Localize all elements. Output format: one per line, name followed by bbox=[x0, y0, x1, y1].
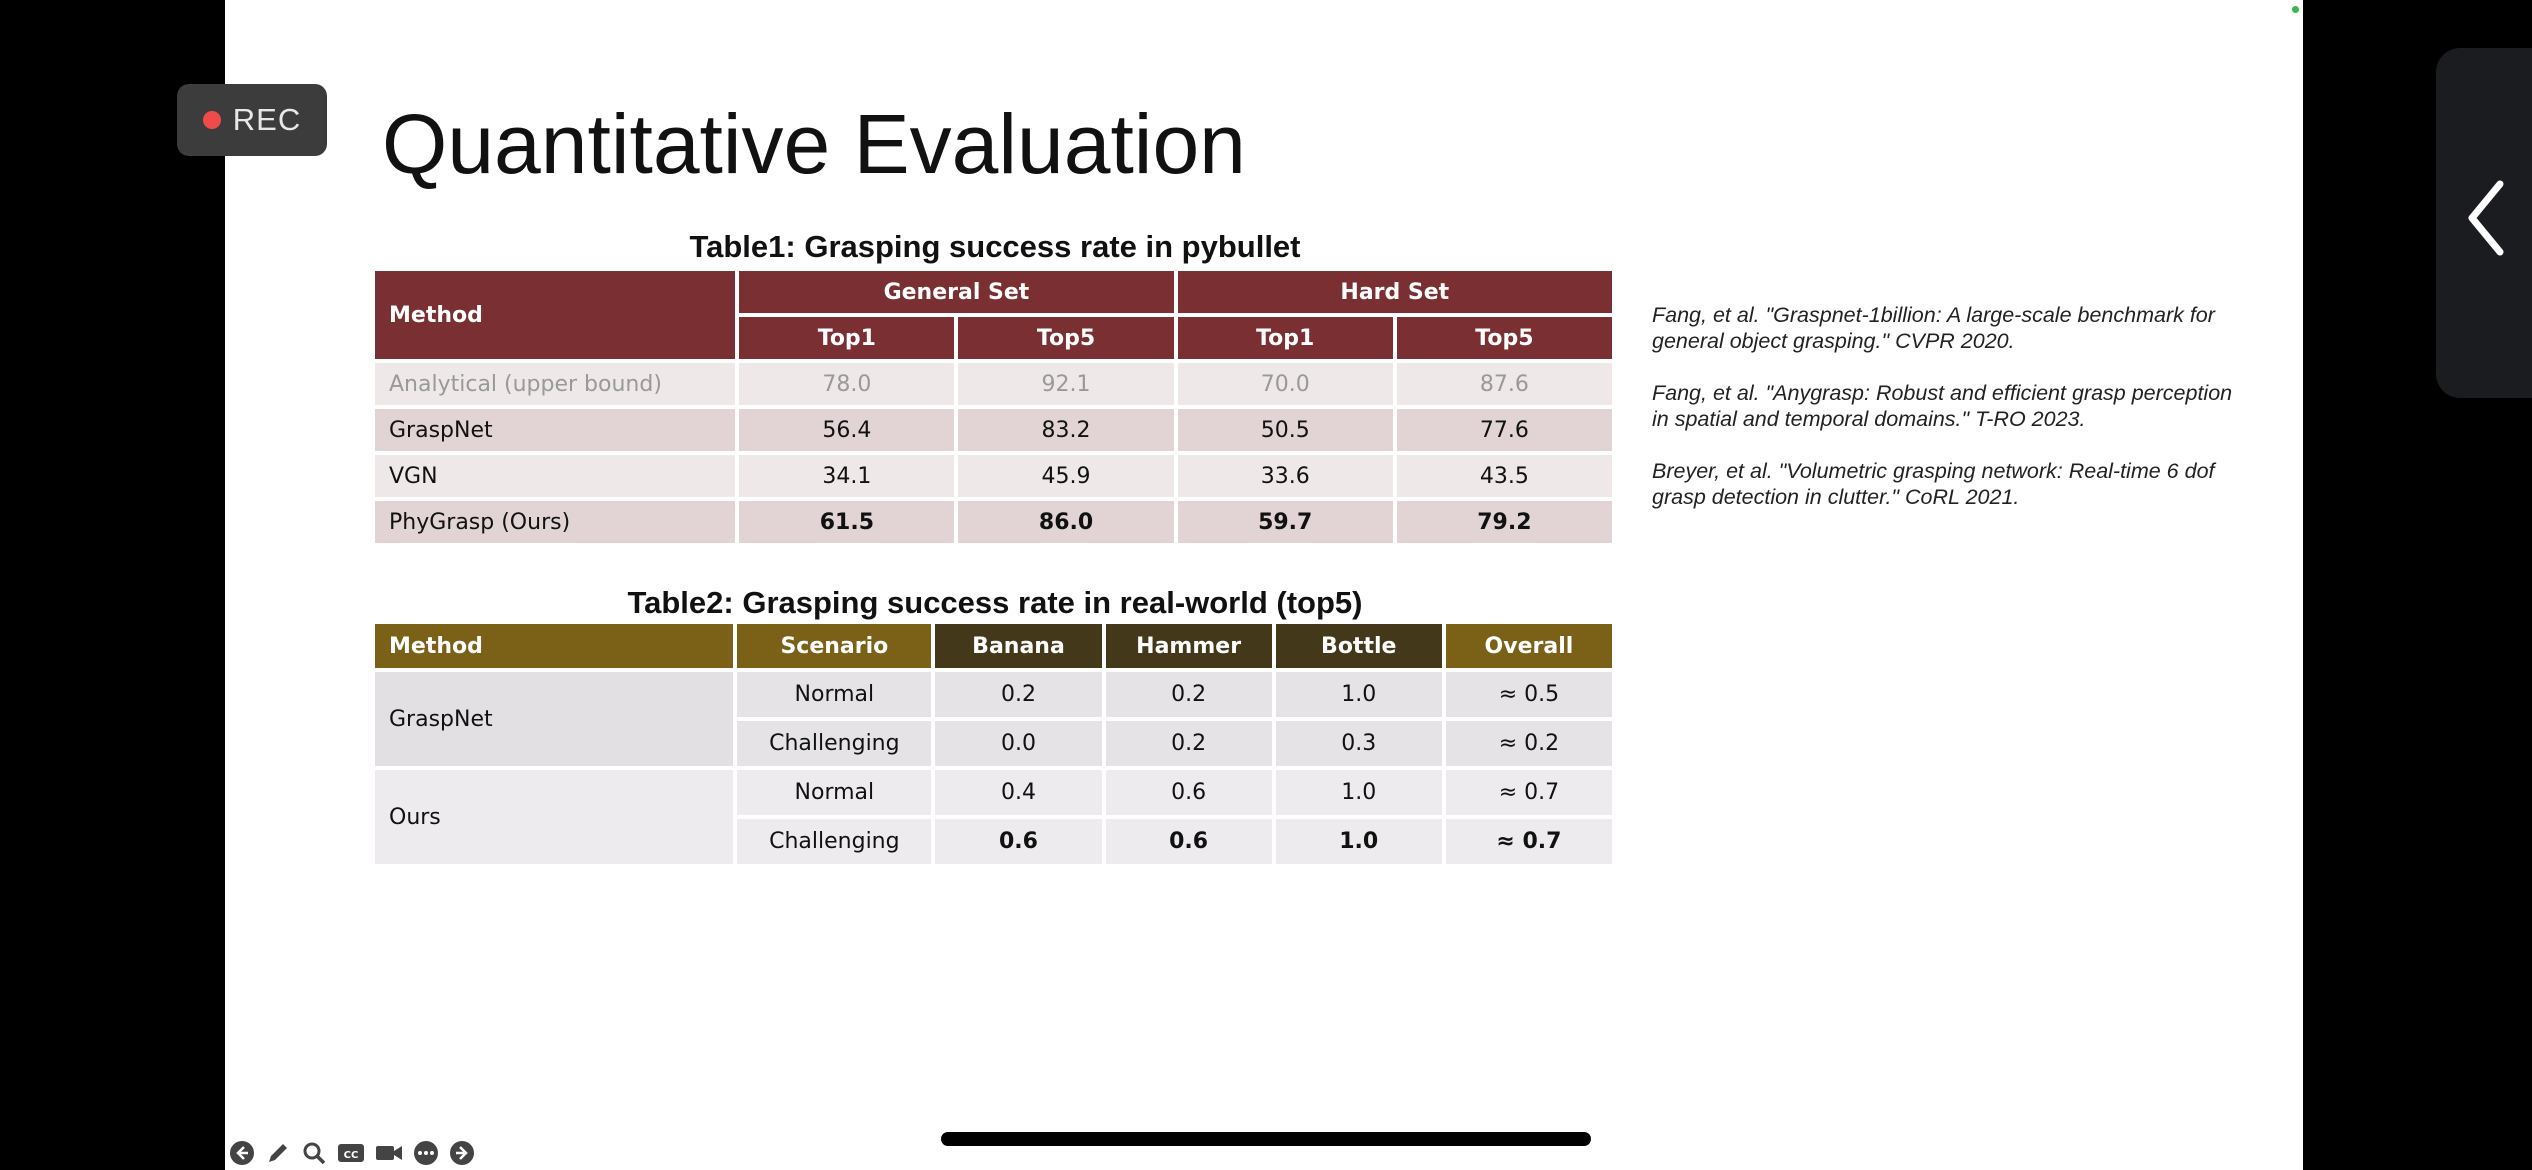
back-arrow-icon[interactable] bbox=[229, 1140, 255, 1166]
table-row: GraspNet Normal 0.2 0.2 1.0 ≈ 0.5 bbox=[375, 672, 1612, 766]
references: Fang, et al. "Graspnet-1billion: A large… bbox=[1652, 302, 2242, 536]
forward-arrow-icon[interactable] bbox=[449, 1140, 475, 1166]
table2: Method Scenario Banana Hammer Bottle Ove… bbox=[371, 620, 1616, 868]
pen-icon[interactable] bbox=[265, 1140, 291, 1166]
table2-scenario-cell: Challenging bbox=[737, 721, 932, 766]
table2-value-cell: 0.6 bbox=[1105, 819, 1272, 864]
table1-value-cell: 45.9 bbox=[958, 455, 1174, 497]
table2-value-cell: ≈ 0.2 bbox=[1445, 721, 1612, 766]
table1-method-cell: GraspNet bbox=[375, 409, 736, 451]
reference-item: Fang, et al. "Graspnet-1billion: A large… bbox=[1652, 303, 2215, 353]
table2-value-cell: 0.2 bbox=[1105, 672, 1272, 717]
svg-text:CC: CC bbox=[344, 1150, 359, 1161]
side-panel[interactable] bbox=[2436, 48, 2532, 398]
table1-subheader: Top5 bbox=[958, 317, 1174, 359]
table1: Method General Set Hard Set Top1 Top5 To… bbox=[371, 267, 1616, 547]
table1-value-cell: 92.1 bbox=[958, 363, 1174, 405]
table-row: Challenging 0.0 0.2 0.3 ≈ 0.2 bbox=[375, 721, 1612, 766]
table1-value-cell: 33.6 bbox=[1177, 455, 1393, 497]
table1-value-cell: 43.5 bbox=[1396, 455, 1612, 497]
table1-method-cell: VGN bbox=[375, 455, 736, 497]
table-row: PhyGrasp (Ours) 61.5 86.0 59.7 79.2 bbox=[375, 501, 1612, 543]
table1-subheader: Top5 bbox=[1396, 317, 1612, 359]
table2-caption: Table2: Grasping success rate in real-wo… bbox=[627, 585, 1363, 620]
record-dot-icon bbox=[202, 111, 221, 129]
table1-method-cell: PhyGrasp (Ours) bbox=[375, 501, 736, 543]
table2-scenario-cell: Normal bbox=[737, 770, 932, 815]
reference-item: Breyer, et al. "Volumetric grasping netw… bbox=[1652, 459, 2215, 509]
table2-overall-header: Overall bbox=[1445, 624, 1612, 668]
camera-indicator-dot bbox=[2292, 6, 2299, 13]
table2-scenario-header: Scenario bbox=[737, 624, 932, 668]
table1-value-cell: 34.1 bbox=[739, 455, 955, 497]
home-indicator[interactable] bbox=[941, 1132, 1591, 1146]
table-row: Analytical (upper bound) 78.0 92.1 70.0 … bbox=[375, 363, 1612, 405]
table2-method-cell: GraspNet bbox=[375, 672, 734, 766]
table-row: Challenging 0.6 0.6 1.0 ≈ 0.7 bbox=[375, 819, 1612, 864]
table1-general-set-header: General Set bbox=[739, 271, 1174, 313]
table2-banana-header: Banana bbox=[935, 624, 1102, 668]
table2-value-cell: 0.6 bbox=[935, 819, 1102, 864]
table1-value-cell: 56.4 bbox=[739, 409, 955, 451]
table1-value-cell: 83.2 bbox=[958, 409, 1174, 451]
table-row: Ours Normal 0.4 0.6 1.0 ≈ 0.7 bbox=[375, 770, 1612, 864]
zoom-icon[interactable] bbox=[301, 1140, 327, 1166]
presentation-slide bbox=[225, 0, 2303, 1170]
rec-badge[interactable]: REC bbox=[177, 84, 327, 156]
table2-value-cell: 1.0 bbox=[1275, 672, 1442, 717]
captions-icon[interactable]: CC bbox=[337, 1140, 365, 1166]
slide-title: Quantitative Evaluation bbox=[382, 97, 1246, 191]
table1-method-cell: Analytical (upper bound) bbox=[375, 363, 736, 405]
camera-icon[interactable] bbox=[375, 1140, 403, 1166]
table2-method-header: Method bbox=[375, 624, 734, 668]
reference-item: Fang, et al. "Anygrasp: Robust and effic… bbox=[1652, 381, 2233, 431]
table2-value-cell: 0.3 bbox=[1275, 721, 1442, 766]
table2-value-cell: ≈ 0.7 bbox=[1445, 819, 1612, 864]
table2-hammer-header: Hammer bbox=[1105, 624, 1272, 668]
rec-label: REC bbox=[232, 102, 302, 137]
table2-scenario-cell: Challenging bbox=[737, 819, 932, 864]
table2-value-cell: 0.6 bbox=[1105, 770, 1272, 815]
table1-subheader: Top1 bbox=[739, 317, 955, 359]
table1-value-cell: 77.6 bbox=[1396, 409, 1612, 451]
table2-value-cell: 1.0 bbox=[1275, 819, 1442, 864]
presentation-toolbar: CC bbox=[229, 1141, 475, 1165]
table2-scenario-cell: Normal bbox=[737, 672, 932, 717]
table-row: GraspNet 56.4 83.2 50.5 77.6 bbox=[375, 409, 1612, 451]
table2-value-cell: 0.2 bbox=[1105, 721, 1272, 766]
table1-method-header: Method bbox=[375, 271, 736, 359]
table1-hard-set-header: Hard Set bbox=[1177, 271, 1612, 313]
table1-value-cell: 50.5 bbox=[1177, 409, 1393, 451]
table2-value-cell: 1.0 bbox=[1275, 770, 1442, 815]
table1-value-cell: 86.0 bbox=[958, 501, 1174, 543]
table2-value-cell: 0.0 bbox=[935, 721, 1102, 766]
table1-value-cell: 59.7 bbox=[1177, 501, 1393, 543]
table2-value-cell: 0.4 bbox=[935, 770, 1102, 815]
table1-subheader: Top1 bbox=[1177, 317, 1393, 359]
table2-value-cell: ≈ 0.5 bbox=[1445, 672, 1612, 717]
chevron-left-icon[interactable] bbox=[2462, 178, 2512, 258]
table1-value-cell: 61.5 bbox=[739, 501, 955, 543]
table1-value-cell: 78.0 bbox=[739, 363, 955, 405]
table2-value-cell: ≈ 0.7 bbox=[1445, 770, 1612, 815]
table1-value-cell: 87.6 bbox=[1396, 363, 1612, 405]
table2-value-cell: 0.2 bbox=[935, 672, 1102, 717]
table2-bottle-header: Bottle bbox=[1275, 624, 1442, 668]
table1-caption: Table1: Grasping success rate in pybulle… bbox=[689, 229, 1301, 264]
more-icon[interactable] bbox=[413, 1140, 439, 1166]
table1-value-cell: 70.0 bbox=[1177, 363, 1393, 405]
table2-method-cell: Ours bbox=[375, 770, 734, 864]
table-row: VGN 34.1 45.9 33.6 43.5 bbox=[375, 455, 1612, 497]
table1-value-cell: 79.2 bbox=[1396, 501, 1612, 543]
